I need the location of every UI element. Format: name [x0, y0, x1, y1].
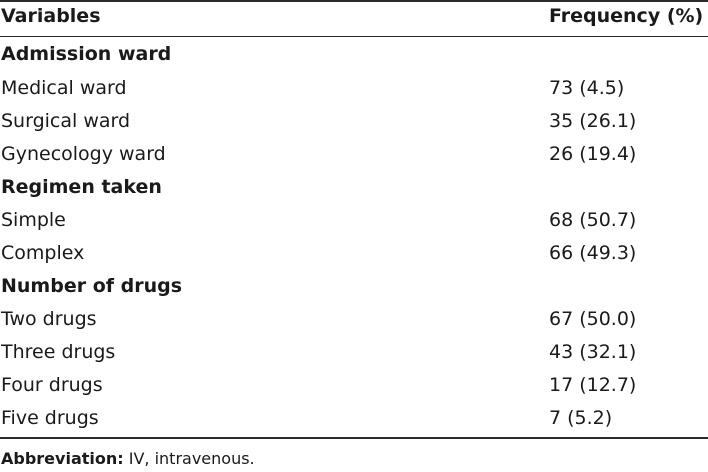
table-header-row: Variables Frequency (%) — [0, 0, 708, 33]
table-top-rule — [0, 0, 708, 2]
table-row: Two drugs 67 (50.0) — [0, 303, 708, 336]
table-row: Gynecology ward 26 (19.4) — [0, 138, 708, 171]
section-heading-number-of-drugs: Number of drugs — [0, 270, 708, 303]
table-row: Surgical ward 35 (26.1) — [0, 105, 708, 138]
table-bottom-rule — [0, 437, 708, 439]
row-value: 17 (12.7) — [549, 374, 637, 396]
section-title: Admission ward — [1, 43, 172, 65]
table-row: Medical ward 73 (4.5) — [0, 72, 708, 105]
row-label: Medical ward — [1, 77, 127, 99]
row-label: Four drugs — [1, 374, 103, 396]
table-row: Three drugs 43 (32.1) — [0, 336, 708, 369]
table-footnote: Abbreviation: IV, intravenous. — [1, 446, 255, 472]
footnote-label: Abbreviation: — [1, 449, 124, 468]
table-row: Five drugs 7 (5.2) — [0, 402, 708, 435]
row-value: 26 (19.4) — [549, 143, 637, 165]
table-row: Four drugs 17 (12.7) — [0, 369, 708, 402]
row-value: 43 (32.1) — [549, 341, 637, 363]
table-header-rule — [0, 36, 708, 37]
section-heading-regimen-taken: Regimen taken — [0, 171, 708, 204]
row-value: 66 (49.3) — [549, 242, 637, 264]
table-row: Complex 66 (49.3) — [0, 237, 708, 270]
row-value: 73 (4.5) — [549, 77, 625, 99]
section-heading-admission-ward: Admission ward — [0, 38, 708, 71]
row-label: Complex — [1, 242, 85, 264]
section-title: Regimen taken — [1, 176, 162, 198]
row-value: 35 (26.1) — [549, 110, 637, 132]
row-label: Simple — [1, 209, 66, 231]
section-title: Number of drugs — [1, 275, 183, 297]
footnote-text: IV, intravenous. — [123, 449, 255, 468]
row-value: 67 (50.0) — [549, 308, 637, 330]
row-label: Surgical ward — [1, 110, 131, 132]
row-value: 7 (5.2) — [549, 407, 613, 429]
row-label: Two drugs — [1, 308, 97, 330]
row-value: 68 (50.7) — [549, 209, 637, 231]
row-label: Five drugs — [1, 407, 99, 429]
row-label: Gynecology ward — [1, 143, 166, 165]
header-frequency: Frequency (%) — [549, 5, 704, 27]
row-label: Three drugs — [1, 341, 116, 363]
header-variables: Variables — [1, 5, 101, 27]
table-row: Simple 68 (50.7) — [0, 204, 708, 237]
